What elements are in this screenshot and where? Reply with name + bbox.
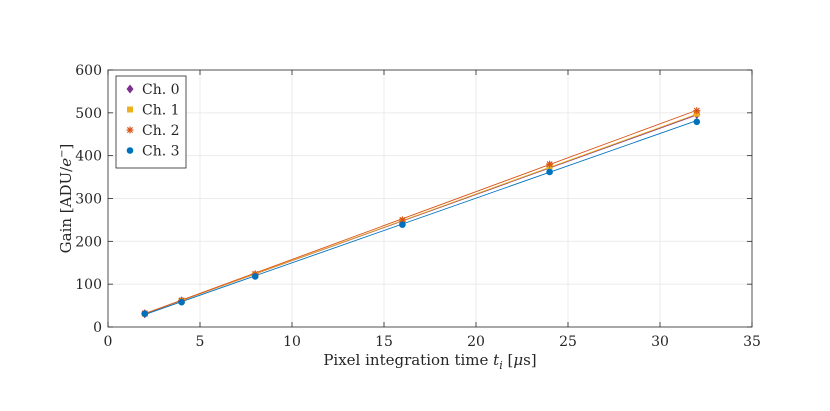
y-tick-label: 100	[75, 277, 102, 293]
y-tick-label: 200	[75, 234, 102, 250]
data-point-series-3	[546, 168, 553, 176]
legend-marker	[127, 106, 133, 113]
data-point-series-3	[178, 298, 185, 306]
fit-line-series-2	[144, 109, 697, 315]
legend-label: Ch. 2	[142, 123, 180, 139]
axis-ticks: 0 5 10 15 20 25 30 35 0 100 200 300 400 500 600	[75, 63, 761, 350]
fit-line-series-3	[144, 120, 697, 316]
x-tick-label: 20	[467, 334, 485, 350]
data-point-series-2	[546, 160, 554, 168]
fit-line-series-1	[144, 113, 697, 315]
x-tick-label: 30	[651, 334, 669, 350]
legend-label: Ch. 1	[142, 103, 180, 119]
x-tick-label: 15	[375, 334, 393, 350]
data-point-series-3	[251, 273, 259, 280]
legend-label: Ch. 0	[142, 82, 180, 98]
y-tick-label: 300	[75, 192, 102, 208]
x-tick-label: 25	[559, 334, 577, 350]
grid	[108, 70, 752, 327]
data-point-series-2	[398, 216, 406, 224]
x-axis-label: Pixel integration time ti [μs]	[323, 351, 536, 372]
y-tick-label: 500	[75, 106, 102, 122]
legend-label: Ch. 3	[142, 144, 180, 160]
y-tick-label: 600	[75, 63, 102, 79]
data-point-series-3	[141, 310, 149, 318]
fit-lines	[144, 109, 697, 316]
legend-marker	[126, 147, 134, 154]
data-point-series-2	[693, 107, 701, 115]
x-tick-label: 5	[196, 334, 205, 350]
data-points	[141, 107, 701, 319]
x-tick-label: 35	[743, 334, 761, 350]
y-tick-label: 400	[75, 149, 102, 165]
data-point-series-3	[399, 221, 406, 228]
x-tick-label: 10	[283, 334, 301, 350]
y-axis-label: Gain [ADU/e−]	[57, 144, 75, 254]
x-tick-label: 0	[104, 334, 113, 350]
legend-marker	[126, 126, 134, 134]
legend-marker	[126, 84, 134, 94]
legend: Ch. 0 Ch. 1 Ch. 2 Ch. 3	[115, 75, 187, 169]
y-tick-label: 0	[93, 320, 102, 336]
data-point-series-3	[693, 118, 701, 126]
